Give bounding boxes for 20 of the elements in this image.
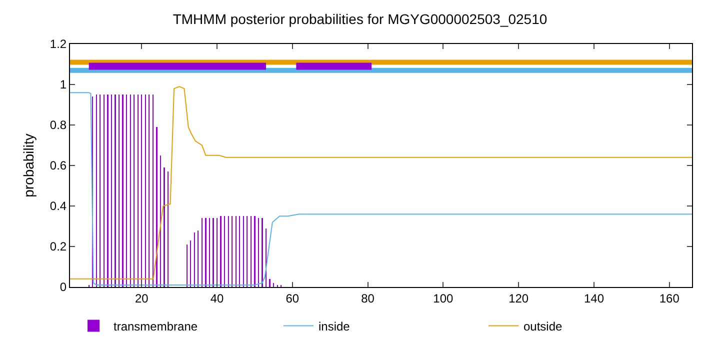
x-tick-label: 60 <box>286 291 300 306</box>
legend-label: inside <box>318 319 350 334</box>
y-tick-label: 0 <box>60 280 67 294</box>
chart-title: TMHMM posterior probabilities for MGYG000002503_02510 <box>172 10 548 27</box>
y-tick-label: 0.4 <box>50 199 67 214</box>
y-tick-label: 0.2 <box>50 240 67 254</box>
x-tick-label: 160 <box>659 291 680 306</box>
x-tick-label: 40 <box>210 291 224 306</box>
x-tick-label: 20 <box>134 291 149 306</box>
y-tick-label: 0.6 <box>50 158 67 173</box>
x-tick-label: 100 <box>433 291 454 306</box>
x-tick-label: 120 <box>508 291 529 306</box>
legend-label: transmembrane <box>114 319 198 334</box>
x-tick-label: 80 <box>361 291 375 306</box>
x-tick-label: 140 <box>584 291 604 306</box>
y-tick-label: 1 <box>60 78 67 92</box>
y-tick-label: 0.8 <box>50 118 67 132</box>
y-axis-title: probability <box>20 134 37 198</box>
legend-label: outside <box>524 319 563 334</box>
y-tick-label: 1.2 <box>50 37 67 52</box>
